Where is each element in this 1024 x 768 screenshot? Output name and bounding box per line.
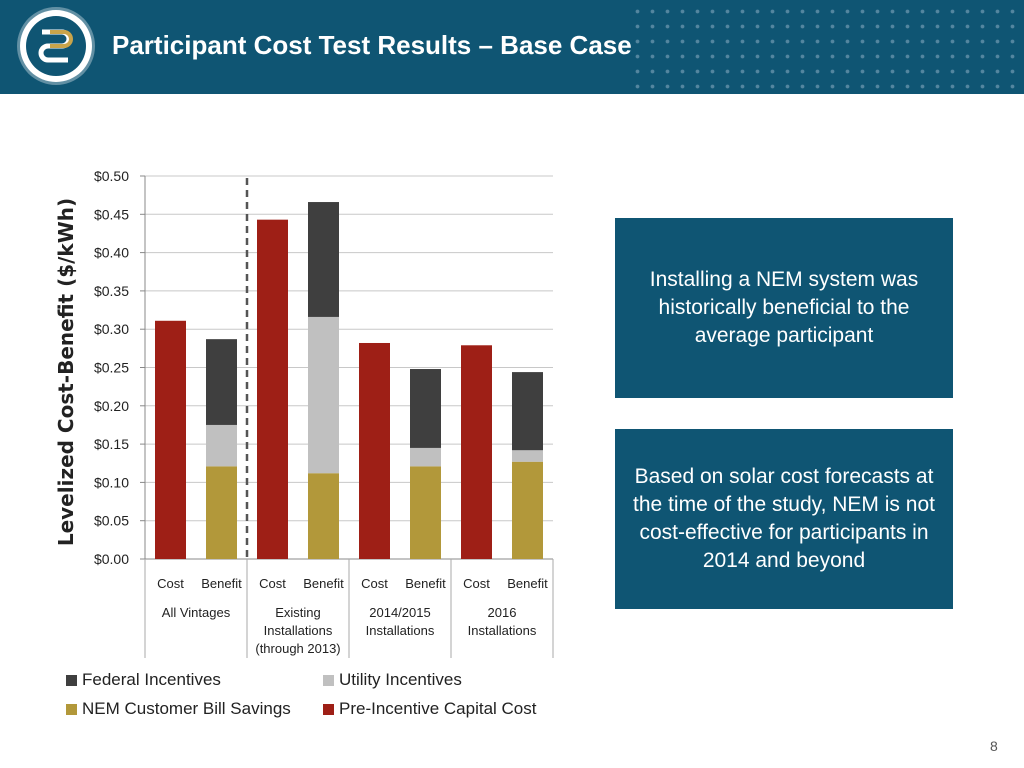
company-logo-icon — [20, 10, 92, 82]
y-tick-label: $0.40 — [94, 245, 129, 261]
slide-title: Participant Cost Test Results – Base Cas… — [112, 30, 632, 60]
callout-forecast-text: Based on solar cost forecasts at the tim… — [633, 465, 935, 572]
chart-canvas: $0.00 $0.05 $0.10 $0.15 $0.20 $0.25 $0.30 $0.35… — [94, 168, 554, 658]
callout-historical-benefit: Installing a NEM system was historically… — [615, 218, 953, 398]
legend-item-utility: Utility Incentives — [323, 670, 462, 690]
slide-header: Participant Cost Test Results – Base Cas… — [0, 0, 1024, 94]
legend-item-federal: Federal Incentives — [66, 670, 221, 690]
callout-historical-text: Installing a NEM system was historically… — [649, 268, 919, 347]
legend-swatch — [323, 674, 334, 686]
logo-mark-icon — [26, 16, 86, 76]
legend-label: Pre-Incentive Capital Cost — [339, 699, 537, 718]
page-number: 8 — [990, 738, 998, 754]
legend-swatch — [66, 703, 77, 715]
chart-legend: Federal Incentives Utility Incentives NE… — [66, 670, 586, 730]
bar-benefit-segment — [308, 316, 339, 474]
y-tick-label: $0.45 — [94, 206, 129, 222]
legend-item-bill-savings: NEM Customer Bill Savings — [66, 699, 291, 719]
callout-forecast-not-cost-effective: Based on solar cost forecasts at the tim… — [615, 429, 953, 609]
y-tick-label: $0.00 — [94, 551, 129, 567]
y-tick-label: $0.25 — [94, 360, 129, 376]
x-bar-label: Benefit — [201, 576, 242, 591]
x-bar-label: Benefit — [303, 576, 344, 591]
bar-cost-segment — [257, 219, 288, 560]
bar-benefit-segment — [206, 339, 237, 425]
y-tick-label: $0.30 — [94, 321, 129, 337]
bar-cost-segment — [359, 342, 390, 559]
header-dot-pattern — [630, 4, 1024, 94]
x-group-label: 2014/2015 — [369, 605, 430, 620]
x-bar-label: Cost — [157, 576, 184, 591]
x-group-label: Installations — [366, 623, 435, 638]
y-tick-label: $0.20 — [94, 398, 129, 414]
bar-cost-segment — [461, 345, 492, 559]
bar-benefit-segment — [206, 424, 237, 467]
legend-swatch — [66, 674, 77, 686]
y-tick-label: $0.35 — [94, 283, 129, 299]
x-group-label: Installations — [264, 623, 333, 638]
bar-benefit-segment — [410, 466, 441, 559]
legend-label: Federal Incentives — [82, 670, 221, 689]
x-group-label: All Vintages — [162, 605, 231, 620]
x-bar-label: Benefit — [507, 576, 548, 591]
bar-benefit-segment — [308, 473, 339, 559]
legend-item-capital-cost: Pre-Incentive Capital Cost — [323, 699, 536, 719]
x-group-label: Installations — [468, 623, 537, 638]
x-group-label: (through 2013) — [255, 641, 340, 656]
legend-swatch — [323, 703, 334, 715]
y-tick-label: $0.10 — [94, 474, 129, 490]
bar-benefit-segment — [206, 466, 237, 559]
bar-cost-segment — [155, 320, 186, 559]
bar-benefit-segment — [512, 372, 543, 451]
legend-label: NEM Customer Bill Savings — [82, 699, 291, 718]
x-bar-label: Benefit — [405, 576, 446, 591]
y-tick-label: $0.05 — [94, 513, 129, 529]
x-group-label: Existing — [275, 605, 321, 620]
bar-benefit-segment — [512, 450, 543, 462]
x-bar-label: Cost — [361, 576, 388, 591]
y-tick-label: $0.15 — [94, 436, 129, 452]
bar-benefit-segment — [308, 202, 339, 317]
bar-benefit-segment — [410, 369, 441, 448]
bar-benefit-segment — [410, 447, 441, 467]
x-bar-label: Cost — [259, 576, 286, 591]
x-bar-label: Cost — [463, 576, 490, 591]
y-tick-label: $0.50 — [94, 168, 129, 184]
x-group-label: 2016 — [488, 605, 517, 620]
legend-label: Utility Incentives — [339, 670, 462, 689]
bar-benefit-segment — [512, 461, 543, 559]
